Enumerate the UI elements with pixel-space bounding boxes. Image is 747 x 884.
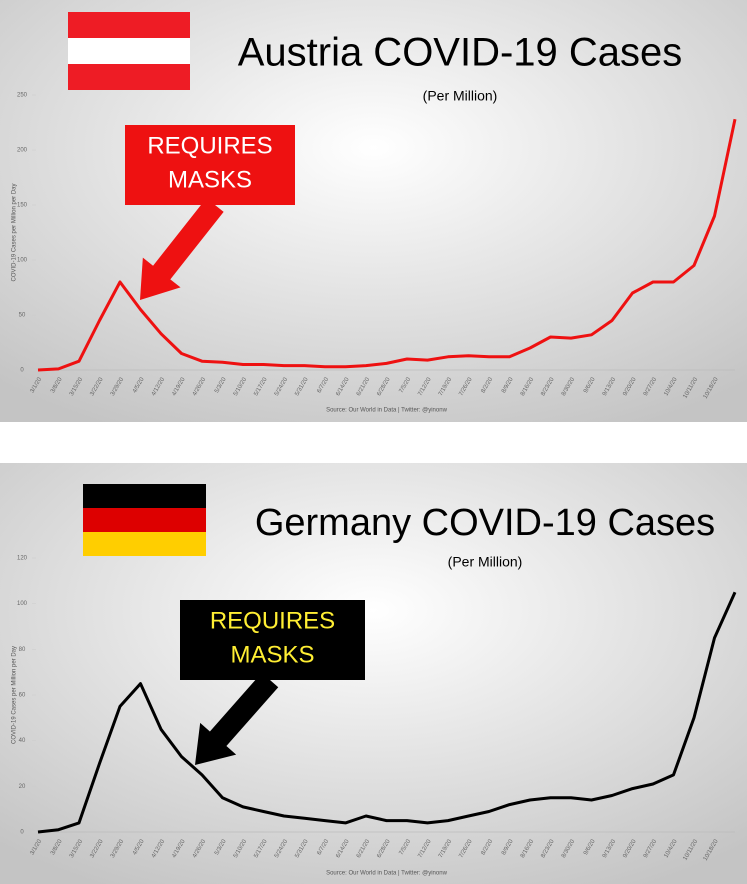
annotation: REQUIRES [210,607,335,634]
arrow [140,198,224,300]
y-tick-label: 50 [19,313,26,319]
annotation: MASKS [168,166,252,193]
annotation: REQUIRES [147,132,272,159]
source: Source: Our World in Data | Twitter: @yi… [326,871,447,877]
y-tick-label: 250 [17,93,28,99]
annotation-box [125,125,295,205]
chart-title: Austria COVID-19 Cases [238,31,683,75]
y-tick-label: 60 [19,693,26,699]
y-axis-label: COVID-19 Cases per Million per Day [12,646,18,744]
y-tick-label: 200 [17,148,28,154]
source: Source: Our World in Data | Twitter: @yi… [326,408,447,414]
annotation: MASKS [230,641,314,668]
y-tick-label: 100 [17,258,28,264]
y-tick-label: 0 [20,368,24,374]
arrow [195,672,279,765]
series-line [37,118,737,372]
germany-flag [83,484,206,556]
y-tick-label: 150 [17,203,28,209]
austria-flag [68,12,190,90]
y-tick-label: 80 [19,647,26,653]
y-tick-label: 0 [20,830,24,836]
y-tick-label: 120 [17,556,28,562]
chart-subtitle: (Per Million) [448,554,523,570]
y-tick-label: 100 [17,601,28,607]
series-line [37,591,737,834]
y-tick-label: 40 [19,738,26,744]
y-tick-label: 20 [19,784,26,790]
annotation-box [180,600,365,680]
y-axis-label: COVID-19 Cases per Million per Day [12,183,18,281]
chart-title: Germany COVID-19 Cases [255,502,715,544]
chart-subtitle: (Per Million) [423,88,498,104]
